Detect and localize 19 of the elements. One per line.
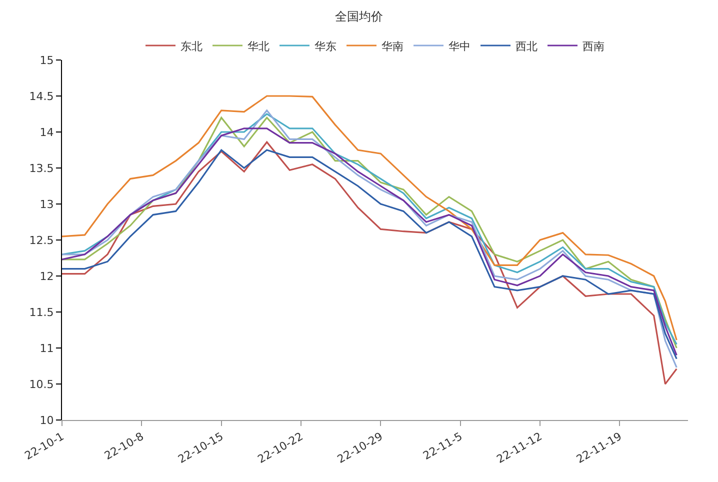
y-tick-label: 12.5 bbox=[29, 234, 54, 247]
y-tick-label: 15 bbox=[40, 54, 54, 67]
y-tick-label: 13 bbox=[40, 198, 54, 211]
y-tick-label: 14.5 bbox=[29, 90, 54, 103]
y-tick-label: 11 bbox=[40, 342, 54, 355]
chart-title: 全国均价 bbox=[335, 9, 383, 24]
legend-label: 华中 bbox=[448, 40, 470, 53]
legend-label: 华南 bbox=[382, 40, 404, 53]
y-tick-label: 12 bbox=[40, 270, 54, 283]
legend-label: 西南 bbox=[582, 40, 604, 53]
y-tick-label: 10.5 bbox=[29, 378, 54, 391]
y-tick-label: 11.5 bbox=[29, 306, 54, 319]
legend-label: 东北 bbox=[180, 40, 202, 53]
y-tick-label: 13.5 bbox=[29, 162, 54, 175]
legend-label: 华东 bbox=[314, 40, 336, 53]
legend-label: 西北 bbox=[516, 40, 538, 53]
y-tick-label: 14 bbox=[40, 126, 54, 139]
legend-label: 华北 bbox=[248, 40, 270, 53]
y-tick-label: 10 bbox=[40, 414, 54, 427]
